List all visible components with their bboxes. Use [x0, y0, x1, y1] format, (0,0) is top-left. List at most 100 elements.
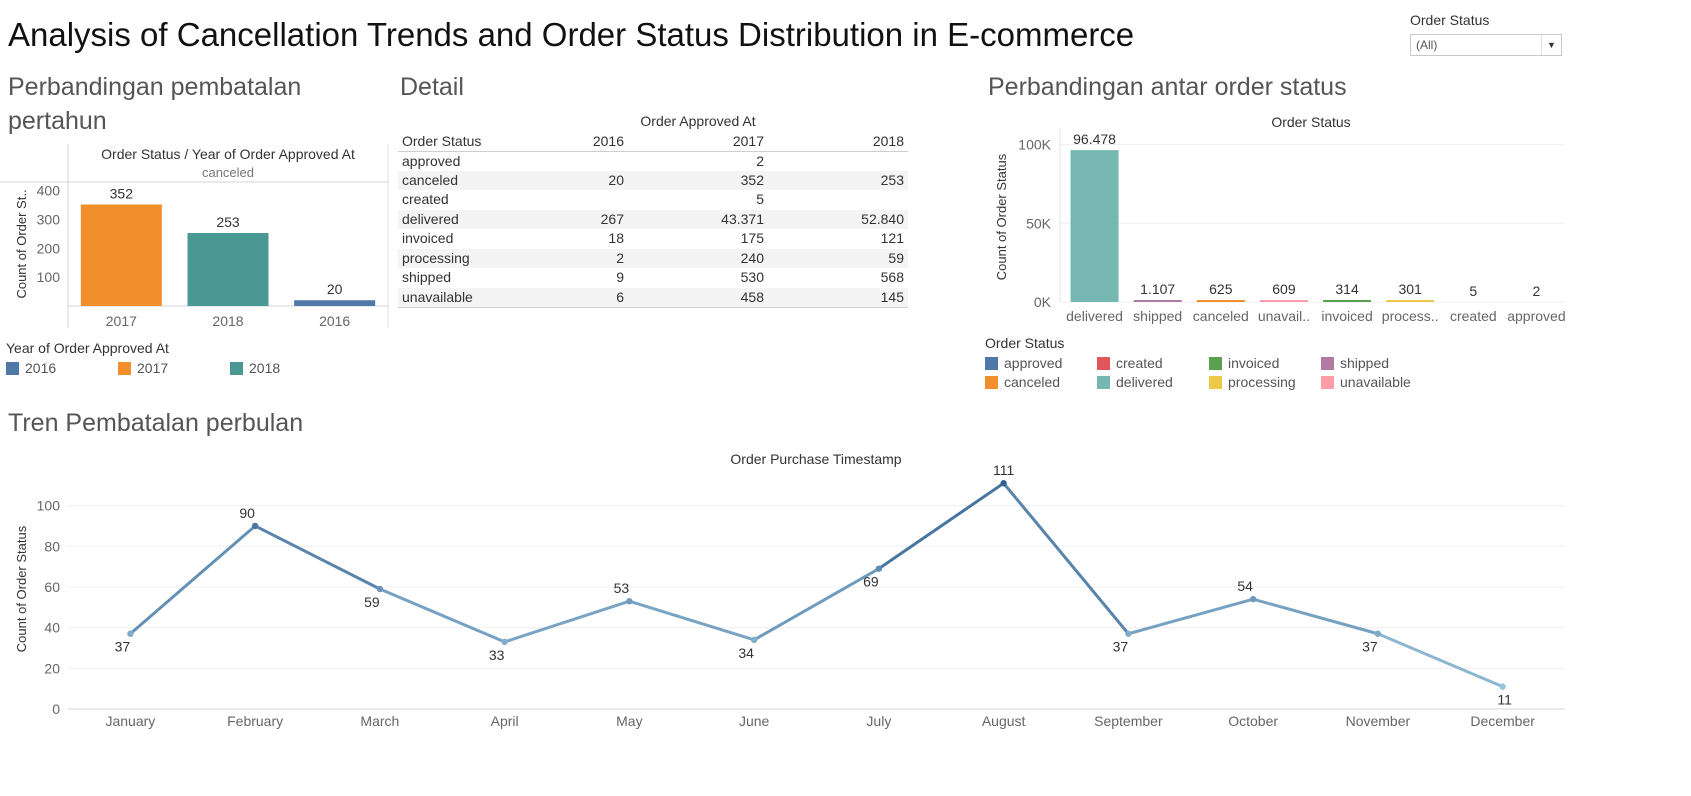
- data-label: 69: [863, 574, 879, 590]
- status-legend-item[interactable]: invoiced: [1209, 355, 1321, 371]
- legend-swatch: [230, 361, 243, 375]
- data-label: 301: [1399, 281, 1423, 297]
- table-cell: 145: [768, 287, 908, 308]
- yearly-legend-item[interactable]: 2018: [230, 360, 342, 376]
- yearly-legend-item[interactable]: 2017: [118, 360, 230, 376]
- data-point: [1249, 595, 1257, 603]
- dashboard-title: Analysis of Cancellation Trends and Orde…: [8, 16, 1135, 53]
- bar: [1196, 300, 1245, 302]
- data-point: [626, 598, 633, 605]
- status-y-axis-label: Count of Order Status: [994, 153, 1009, 280]
- data-label: 96.478: [1073, 131, 1116, 147]
- monthly-chart-title: Order Purchase Timestamp: [730, 451, 901, 467]
- x-tick-label: April: [491, 713, 519, 729]
- legend-label: processing: [1228, 374, 1296, 390]
- table-cell: [768, 190, 908, 210]
- table-cell: 5: [756, 191, 764, 208]
- data-label: 253: [216, 214, 240, 230]
- y-tick-label: 0: [52, 701, 60, 717]
- x-tick-label: June: [739, 713, 770, 729]
- row-label: approved: [402, 152, 461, 169]
- legend-label: approved: [1004, 355, 1063, 371]
- data-point: [376, 585, 384, 593]
- x-tick-label: approved: [1507, 308, 1565, 324]
- table-row: created 5: [398, 190, 908, 210]
- y-tick-label: 80: [44, 538, 60, 554]
- legend-swatch: [1321, 375, 1334, 389]
- bar: [1133, 300, 1182, 302]
- detail-table: Order Status 2016 2017 2018 approved 2 can…: [398, 131, 908, 308]
- status-legend: Order Status approved created invoiced ship…: [985, 335, 1445, 390]
- data-point: [875, 565, 883, 572]
- x-tick-label: canceled: [1193, 308, 1249, 324]
- x-tick-label: unavail..: [1258, 308, 1310, 324]
- row-label: created: [402, 191, 449, 208]
- status-chart-title: Order Status: [1271, 114, 1350, 130]
- table-cell: 175: [740, 230, 764, 247]
- series-line-segment: [1376, 632, 1505, 689]
- bar: [1070, 150, 1119, 302]
- data-point: [251, 522, 259, 530]
- x-tick-label: created: [1450, 308, 1497, 324]
- x-tick-label: August: [982, 713, 1026, 729]
- status-legend-item[interactable]: shipped: [1321, 355, 1433, 371]
- data-label: 34: [738, 645, 754, 661]
- series-line-segment: [752, 567, 881, 642]
- status-legend-item[interactable]: approved: [985, 355, 1097, 371]
- table-cell: 253: [768, 170, 908, 190]
- y-tick-label: 50K: [1026, 215, 1052, 231]
- chevron-down-icon[interactable]: ▼: [1541, 35, 1561, 55]
- table-cell: 352: [628, 170, 768, 190]
- order-status-filter-dropdown[interactable]: (All) ▼: [1410, 34, 1562, 56]
- row-label: canceled: [398, 170, 548, 190]
- x-tick-label: October: [1228, 713, 1278, 729]
- status-legend-item[interactable]: created: [1097, 355, 1209, 371]
- series-line-segment: [1251, 597, 1380, 636]
- status-legend-item[interactable]: unavailable: [1321, 374, 1433, 390]
- y-tick-label: 100: [37, 269, 61, 285]
- y-tick-label: 40: [44, 620, 60, 636]
- x-tick-label: process..: [1382, 308, 1439, 324]
- legend-swatch: [118, 361, 131, 375]
- data-point: [750, 636, 758, 644]
- legend-label: unavailable: [1340, 374, 1411, 390]
- series-line-segment: [378, 587, 507, 644]
- status-legend-item[interactable]: delivered: [1097, 374, 1209, 390]
- series-line-segment: [1126, 597, 1255, 636]
- table-cell: 59: [768, 248, 908, 268]
- table-row: processing 2 240 59: [398, 248, 908, 268]
- x-tick-label: November: [1346, 713, 1411, 729]
- x-tick-label: invoiced: [1321, 308, 1372, 324]
- monthly-cancellation-chart: Order Purchase Timestamp 0 20 40 60 80 100 Coun…: [14, 451, 1565, 729]
- bar: [1386, 300, 1435, 302]
- status-legend-title: Order Status: [985, 335, 1065, 351]
- order-status-chart: Order Status 0K 50K 100K Count of Order Stat…: [994, 114, 1566, 324]
- data-label: 625: [1209, 281, 1233, 297]
- table-row: unavailable 6 458 145: [398, 287, 908, 308]
- row-label: unavailable: [398, 287, 548, 308]
- series-line-segment: [627, 599, 756, 642]
- x-tick-label: February: [227, 713, 283, 729]
- table-row: approved 2: [398, 151, 908, 171]
- yearly-legend-item[interactable]: 2016: [6, 360, 118, 376]
- column-header: Order Status: [398, 131, 548, 152]
- legend-swatch: [6, 361, 19, 375]
- data-point: [1374, 630, 1382, 637]
- table-header-row: Order Status 2016 2017 2018: [398, 131, 908, 152]
- data-label: 609: [1272, 281, 1296, 297]
- y-tick-label: 100: [37, 498, 61, 514]
- data-label: 90: [239, 505, 255, 521]
- data-point: [1000, 480, 1007, 487]
- series-line-segment: [503, 599, 631, 644]
- detail-table-container: Order Approved At Order Status 2016 2017…: [398, 113, 908, 308]
- status-legend-item[interactable]: canceled: [985, 374, 1097, 390]
- yearly-cancellation-chart: Order Status / Year of Order Approved At…: [0, 144, 389, 329]
- data-label: 33: [489, 647, 505, 663]
- legend-label: 2018: [249, 360, 281, 376]
- bar: [80, 204, 162, 306]
- y-tick-label: 400: [37, 183, 61, 199]
- legend-label: canceled: [1004, 374, 1061, 390]
- status-legend-item[interactable]: processing: [1209, 374, 1321, 390]
- x-tick-label: 2016: [319, 313, 350, 329]
- data-label: 37: [1113, 639, 1129, 655]
